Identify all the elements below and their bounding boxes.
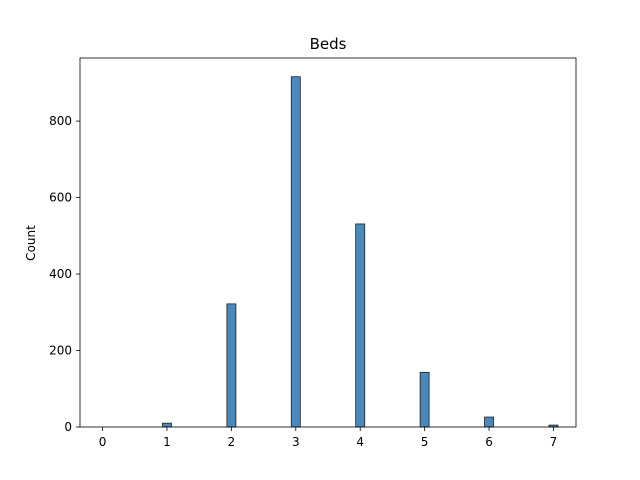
x-tick-label: 1 [163,435,171,449]
bar-5 [419,371,430,428]
x-tick-label: 4 [356,435,364,449]
chart-title: Beds [310,35,347,53]
bar-6 [484,416,494,428]
y-axis-label: Count [24,225,38,261]
y-tick-label: 0 [64,420,72,434]
x-axis-ticks: 0 1 2 3 4 5 6 7 [99,427,558,449]
y-axis-ticks: 0 200 400 600 800 [49,114,80,434]
plot-frame [79,57,577,428]
x-tick-label: 7 [550,435,558,449]
y-tick-label: 600 [49,191,72,205]
y-tick-label: 400 [49,267,72,281]
bar-2 [226,303,237,428]
x-tick-label: 5 [421,435,429,449]
bar-4 [355,223,366,428]
y-tick-label: 800 [49,114,72,128]
bar-3 [290,76,301,428]
bar-1 [162,422,172,428]
x-tick-label: 3 [292,435,300,449]
x-tick-label: 2 [228,435,236,449]
x-tick-label: 0 [99,435,107,449]
bars-group [162,76,559,428]
x-tick-label: 6 [485,435,493,449]
y-tick-label: 200 [49,344,72,358]
